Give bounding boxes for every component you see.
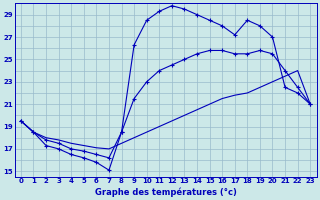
X-axis label: Graphe des températures (°c): Graphe des températures (°c) — [95, 187, 236, 197]
